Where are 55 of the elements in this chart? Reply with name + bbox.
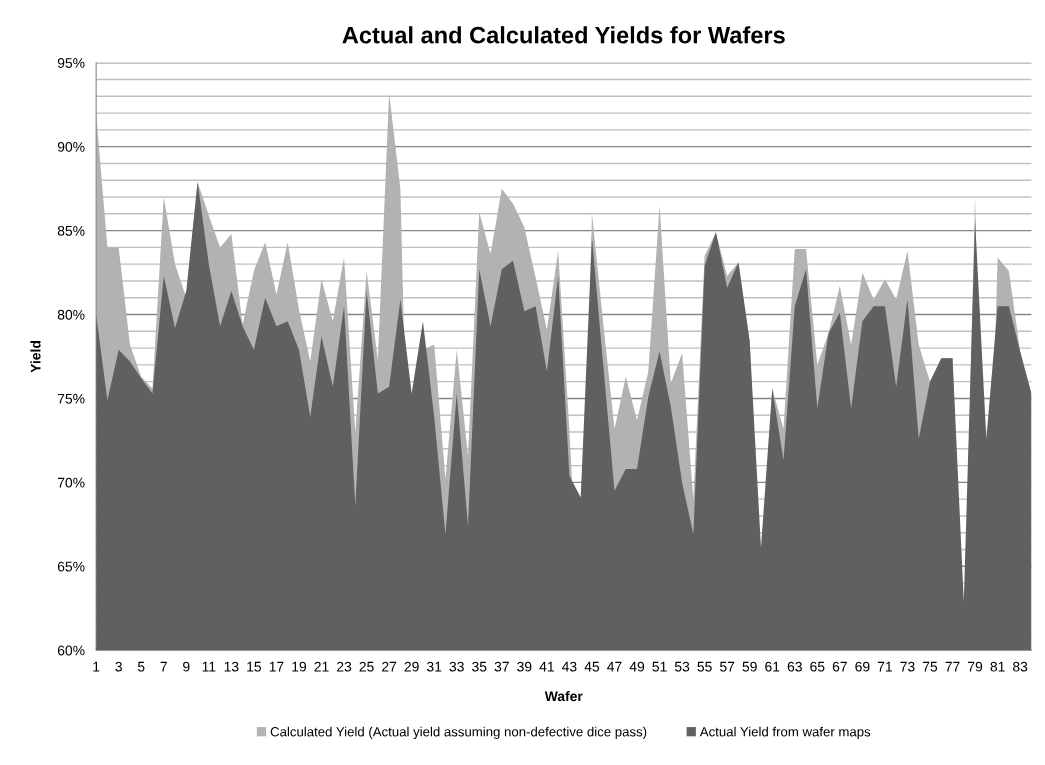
x-tick-label: 17 (269, 661, 284, 672)
x-tick-label: 55 (697, 661, 712, 672)
x-tick-label: 15 (247, 661, 262, 672)
y-tick-label: 60% (57, 645, 85, 656)
x-tick-label: 77 (945, 661, 960, 672)
x-tick-label: 69 (855, 661, 870, 672)
x-tick-label: 73 (900, 661, 915, 672)
x-tick-label: 25 (359, 661, 374, 672)
x-tick-label: 19 (292, 661, 307, 672)
x-tick-label: 43 (562, 661, 577, 672)
x-tick-label: 61 (765, 661, 780, 672)
x-tick-label: 57 (720, 661, 735, 672)
x-tick-label: 53 (674, 661, 690, 672)
x-tick-label: 63 (787, 661, 802, 672)
x-tick-label: 39 (517, 661, 532, 672)
y-tick-label: 85% (57, 225, 85, 236)
y-tick-label: 80% (57, 309, 85, 320)
x-tick-label: 5 (137, 661, 145, 672)
x-tick-label: 83 (1013, 661, 1028, 672)
y-tick-label: 95% (57, 58, 85, 68)
x-tick-label: 51 (652, 661, 667, 672)
x-tick-label: 65 (810, 661, 825, 672)
x-tick-label: 45 (584, 661, 600, 672)
x-tick-label: 59 (742, 661, 757, 672)
x-tick-label: 81 (990, 661, 1005, 672)
x-tick-label: 1 (93, 661, 100, 672)
y-axis-title: Yield (30, 341, 41, 373)
x-tick-label: 7 (160, 661, 167, 672)
x-tick-label: 37 (494, 661, 509, 672)
x-tick-label: 27 (382, 661, 397, 672)
x-tick-label: 11 (202, 661, 216, 672)
legend-label: Actual Yield from wafer maps (699, 726, 871, 740)
x-tick-label: 41 (539, 661, 554, 672)
x-tick-label: 21 (314, 661, 329, 672)
x-tick-label: 75 (922, 661, 938, 672)
x-tick-label: 35 (472, 661, 487, 672)
x-tick-label: 3 (115, 661, 122, 672)
x-tick-label: 71 (877, 661, 892, 672)
y-tick-label: 70% (57, 477, 85, 488)
y-tick-label: 90% (57, 142, 85, 152)
x-tick-label: 49 (629, 661, 645, 672)
y-tick-label: 75% (57, 393, 85, 404)
x-tick-label: 29 (404, 661, 419, 672)
x-tick-label: 67 (832, 661, 847, 672)
x-axis-title: Wafer (544, 690, 583, 702)
x-tick-label: 31 (427, 661, 442, 672)
x-tick-label: 79 (968, 661, 983, 672)
x-tick-label: 33 (449, 661, 464, 672)
chart-title: Actual and Calculated Yields for Wafers (342, 26, 785, 44)
x-tick-label: 13 (224, 661, 239, 672)
legend-label: Calculated Yield (Actual yield assuming non-defective dice pass) (270, 726, 647, 740)
x-tick-label: 47 (607, 661, 622, 672)
x-tick-label: 23 (337, 661, 352, 672)
x-tick-label: 9 (183, 661, 190, 672)
y-tick-label: 65% (57, 561, 85, 572)
